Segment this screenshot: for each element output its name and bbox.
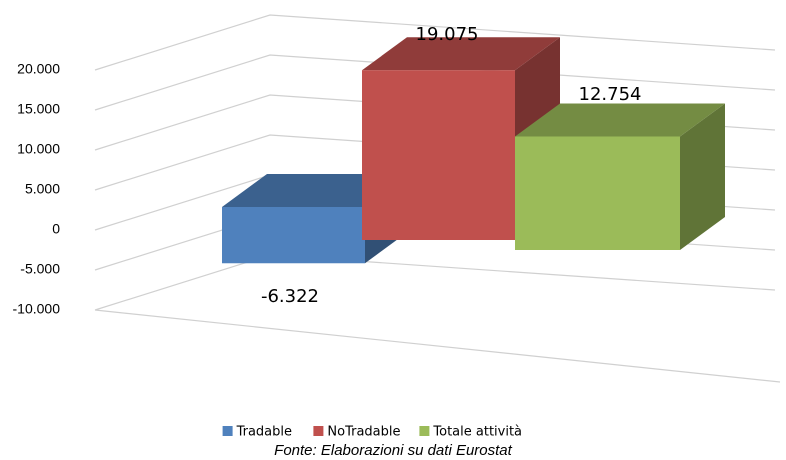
grid-line: [94, 254, 781, 383]
y-tick-label: 0: [52, 221, 60, 237]
bar-front: [515, 136, 680, 250]
grid-line: [94, 14, 776, 71]
legend-swatch: [222, 426, 233, 436]
y-tick-label: 20.000: [17, 61, 60, 77]
legend-label: NoTradable: [327, 425, 400, 440]
y-tick-label: 10.000: [17, 141, 60, 157]
bar-front: [222, 207, 365, 264]
y-tick-label: -10.000: [13, 301, 61, 317]
y-tick-label: 15.000: [17, 101, 60, 117]
value-label: -6.322: [261, 286, 319, 307]
bar-top: [362, 37, 560, 71]
legend-swatch: [313, 426, 324, 436]
bar: [515, 103, 725, 250]
legend-swatch: [419, 426, 430, 436]
source-note: Fonte: Elaborazioni su dati Eurostat: [274, 442, 512, 459]
bar-top: [515, 103, 725, 137]
bar-side: [680, 103, 725, 250]
bar-front: [362, 70, 515, 240]
grid-line: [94, 54, 776, 111]
y-tick-label: 5.000: [25, 181, 60, 197]
value-label: 12.754: [579, 84, 642, 105]
y-tick-label: -5.000: [20, 261, 60, 277]
legend-label: Totale attività: [432, 425, 522, 440]
value-label: 19.075: [416, 24, 479, 45]
legend-label: Tradable: [236, 425, 292, 440]
